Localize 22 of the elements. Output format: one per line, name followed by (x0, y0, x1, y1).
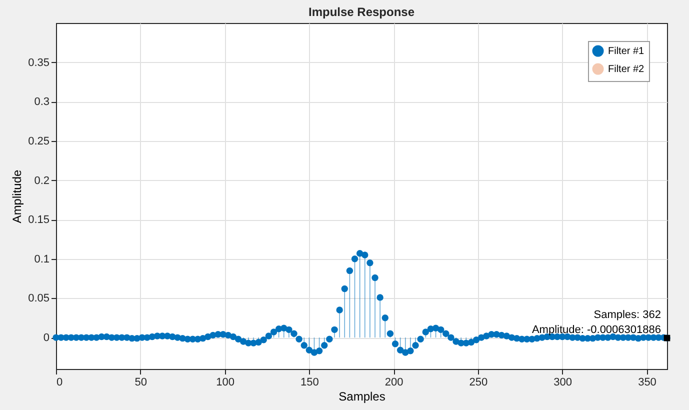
x-tick-label: 150 (300, 376, 319, 388)
chart-title: Impulse Response (308, 5, 415, 19)
legend-label: Filter #2 (608, 64, 645, 75)
x-tick-label: 100 (216, 376, 234, 388)
x-tick-label: 250 (469, 376, 488, 388)
legend-label: Filter #1 (608, 46, 645, 57)
y-tick-label: 0 (43, 332, 50, 344)
y-tick-label: 0.1 (34, 253, 50, 266)
annotation: Samples: 362 Amplitude: -0.0006301886 (532, 309, 661, 336)
y-tick-label: 0.3 (34, 96, 50, 108)
y-tick-label: 0.2 (34, 174, 50, 187)
x-tick-label: 50 (134, 376, 148, 388)
x-tick-label: 350 (638, 376, 656, 388)
y-tick-label: 0.15 (28, 214, 50, 226)
y-tick-label: 0.05 (28, 292, 50, 305)
y-tick-label: 0.35 (28, 56, 50, 69)
y-tick-label: 0.25 (28, 135, 50, 148)
y-axis-title: Amplitude (10, 170, 24, 224)
x-tick-label: 0 (56, 376, 63, 388)
x-tick-label: 200 (384, 376, 404, 388)
x-tick-label: 300 (554, 376, 572, 388)
x-axis-title: Samples (338, 390, 386, 404)
